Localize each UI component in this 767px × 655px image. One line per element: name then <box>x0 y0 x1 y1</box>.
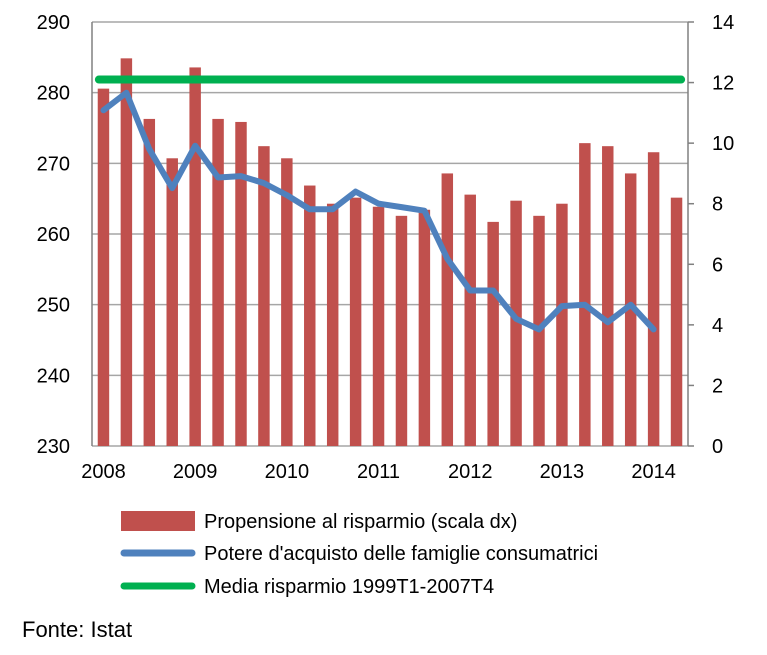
bar <box>258 146 270 446</box>
purchasing-power-line <box>100 89 657 333</box>
legend-label: Potere d'acquisto delle famiglie consuma… <box>204 543 598 565</box>
x-tick-label: 2014 <box>631 461 676 483</box>
left-tick-label: 260 <box>37 224 70 246</box>
legend-swatch-bar <box>121 511 195 531</box>
right-tick-label: 8 <box>712 194 723 216</box>
x-tick-label: 2013 <box>540 461 585 483</box>
bar <box>395 215 408 446</box>
bar <box>212 118 224 447</box>
left-tick-label: 250 <box>37 295 70 317</box>
bar-series <box>97 58 683 447</box>
right-tick-label: 10 <box>712 133 734 155</box>
bar <box>556 203 568 446</box>
bar <box>97 88 110 446</box>
bar <box>143 118 156 447</box>
x-tick-label: 2010 <box>265 461 310 483</box>
bar <box>189 67 201 446</box>
bar <box>670 197 683 446</box>
legend: Propensione al risparmio (scala dx) Poter… <box>120 511 598 598</box>
bar <box>326 203 339 446</box>
bar <box>235 121 247 446</box>
right-tick-label: 4 <box>712 315 723 337</box>
bar <box>510 200 522 446</box>
bar <box>418 209 431 446</box>
bar <box>349 197 362 446</box>
left-tick-label: 230 <box>37 436 70 458</box>
bar <box>464 194 476 446</box>
right-tick-label: 2 <box>712 375 723 397</box>
bar <box>166 158 178 447</box>
left-tick-label: 290 <box>37 12 70 34</box>
legend-label: Media risparmio 1999T1-2007T4 <box>204 576 494 598</box>
x-tick-label: 2008 <box>81 461 126 483</box>
legend-label: Propensione al risparmio (scala dx) <box>204 511 517 533</box>
x-tick-label: 2011 <box>357 461 400 483</box>
bar <box>579 143 591 446</box>
bar <box>304 185 316 447</box>
bar <box>647 152 660 446</box>
bar <box>602 146 614 446</box>
bar <box>281 158 293 447</box>
right-tick-label: 6 <box>712 254 723 276</box>
left-tick-label: 240 <box>37 365 70 387</box>
right-tick-label: 14 <box>712 12 734 34</box>
purchasing-power-line-series <box>100 89 657 333</box>
x-tick-label: 2012 <box>448 461 493 483</box>
gridlines <box>92 21 688 447</box>
bar <box>441 173 454 446</box>
right-tick-label: 0 <box>712 436 723 458</box>
x-tick-label: 2009 <box>173 461 218 483</box>
bar <box>624 173 637 446</box>
left-tick-label: 270 <box>37 153 70 175</box>
axes: 230 240 250 260 270 280 290 0 2 4 6 8 10 12 14 2008 2009… <box>37 12 735 483</box>
bar <box>120 58 133 446</box>
bar <box>372 206 385 446</box>
left-tick-label: 280 <box>37 83 70 105</box>
right-tick-label: 12 <box>712 73 734 95</box>
bar <box>487 221 499 446</box>
source-note: Fonte: Istat <box>22 617 132 642</box>
